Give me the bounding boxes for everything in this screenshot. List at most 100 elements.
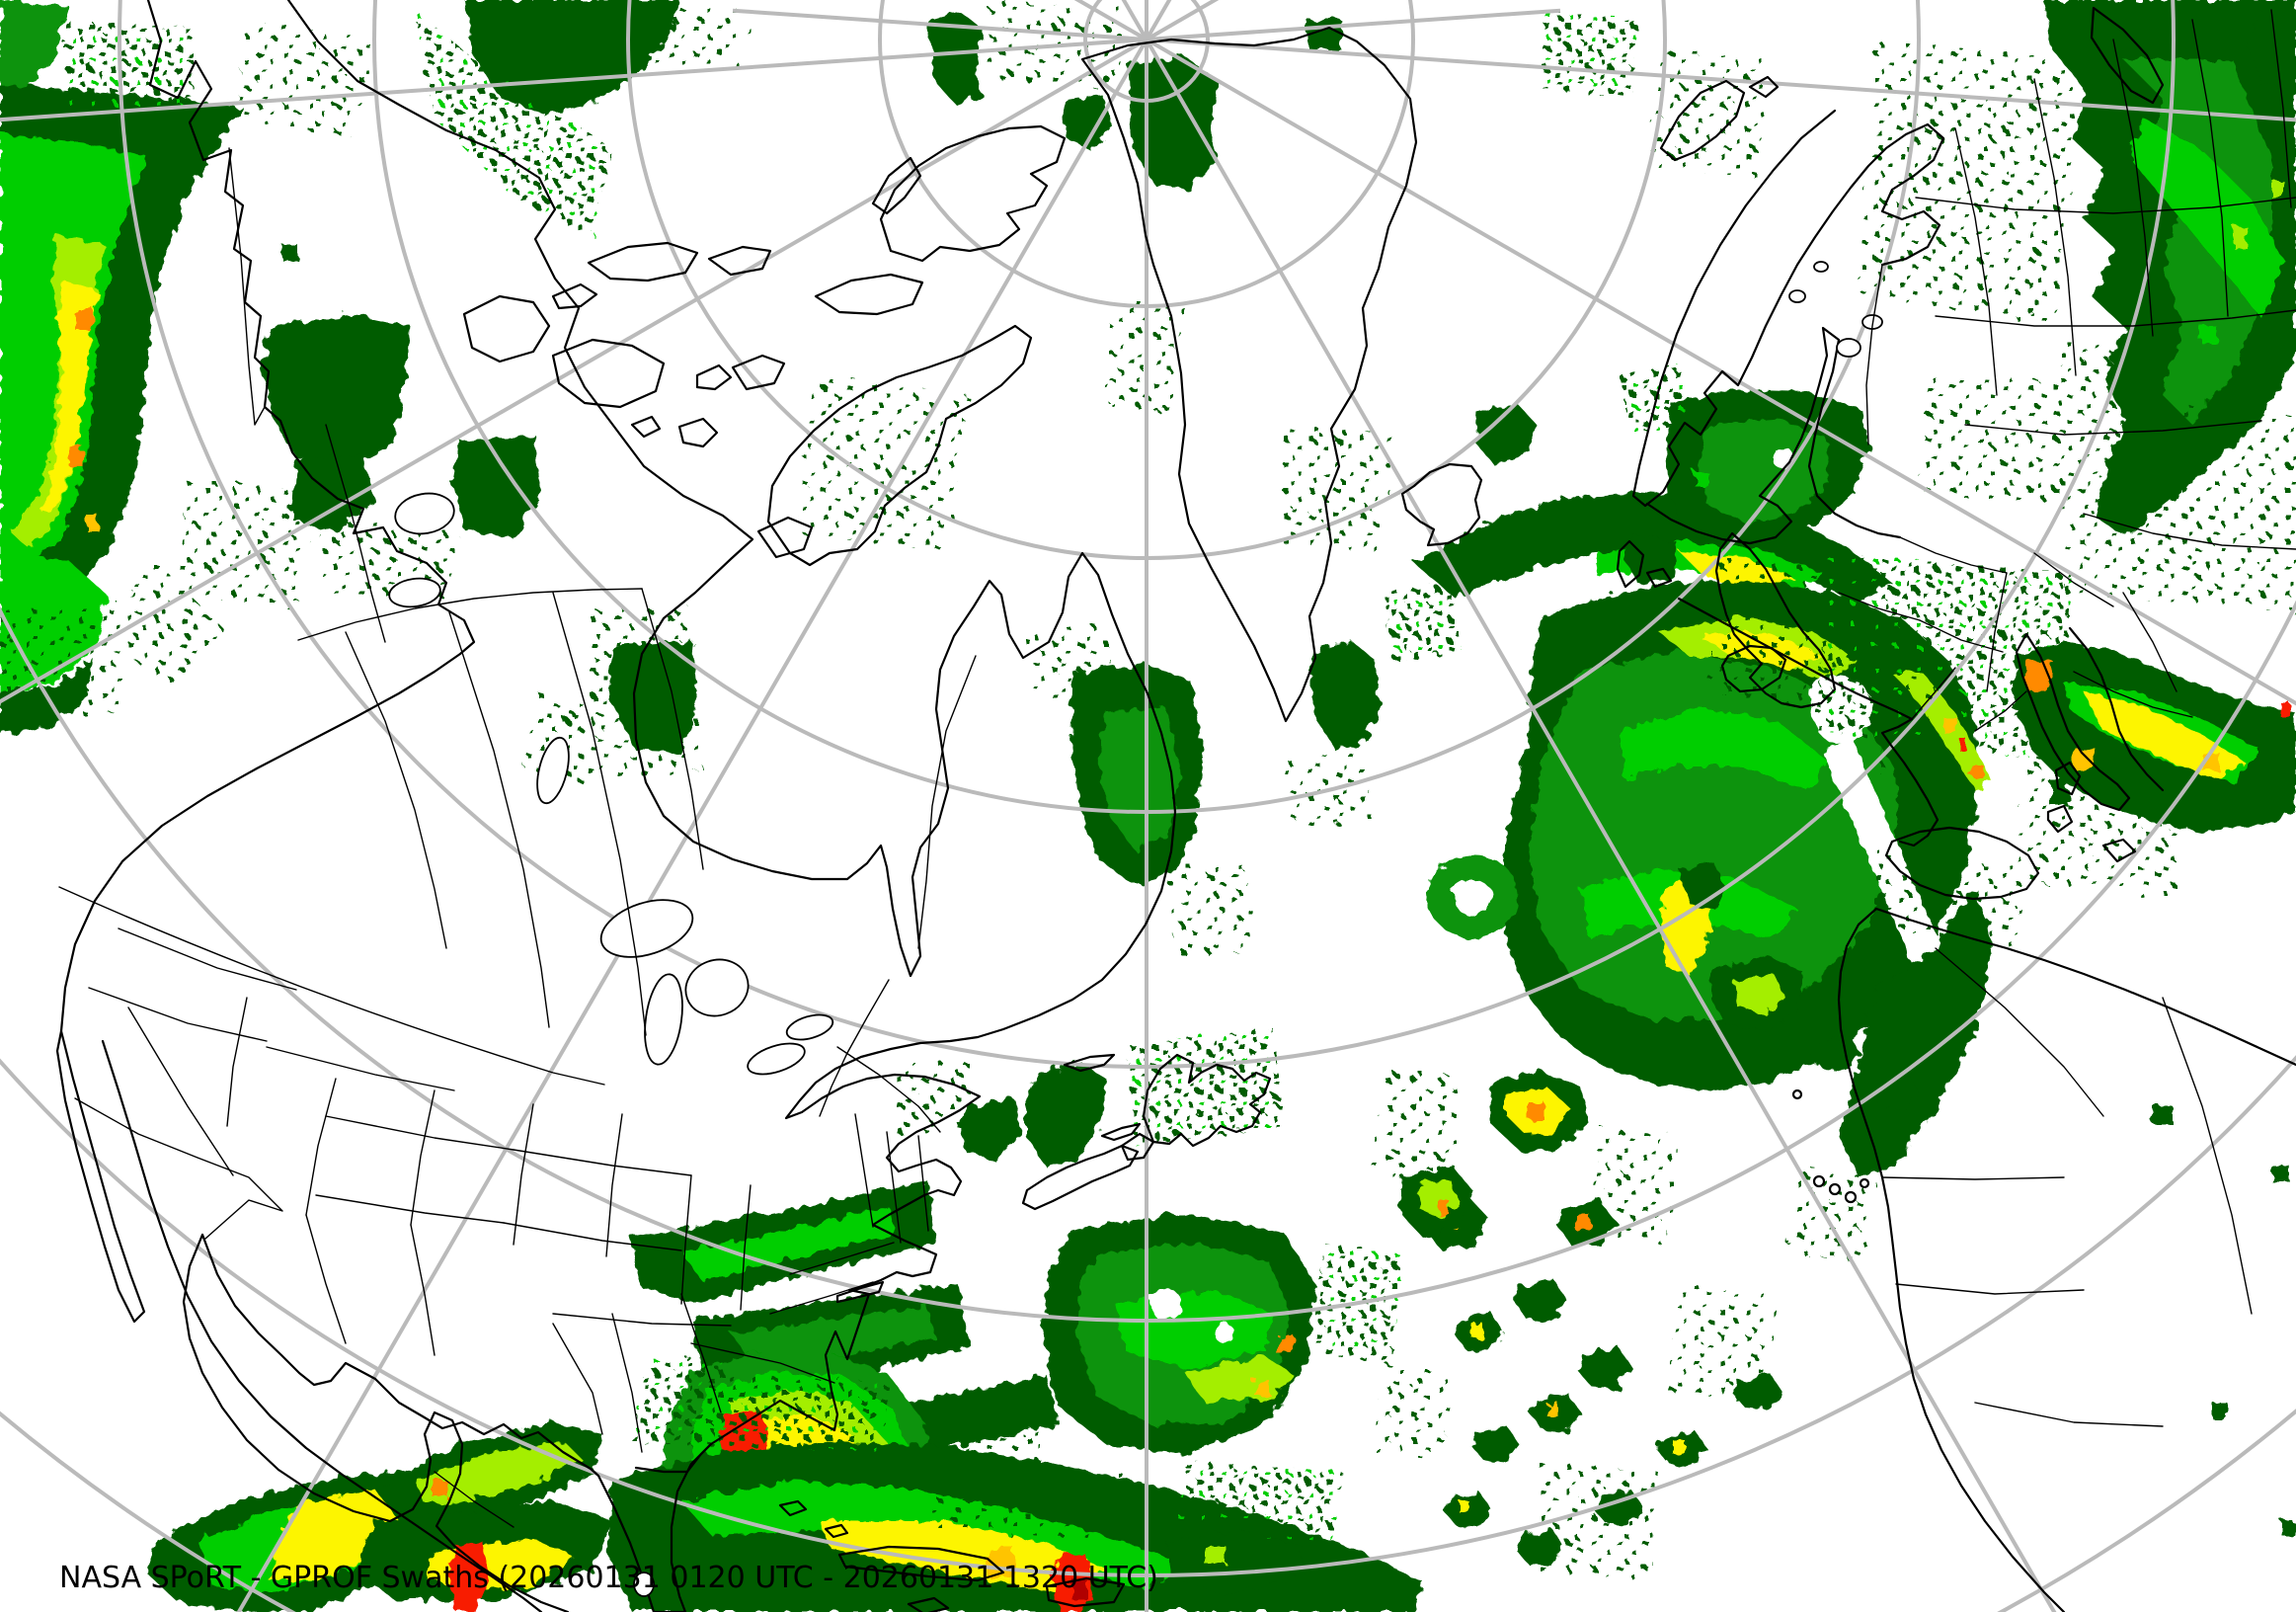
tropical-band xyxy=(146,1373,1424,1612)
coast-canary-2 xyxy=(1828,1182,1842,1196)
coast-jamaica xyxy=(907,1596,950,1612)
coast-svalbard-ne xyxy=(1748,75,1780,99)
border-state-rockies-2 xyxy=(410,1089,435,1226)
coast-pei xyxy=(1100,1122,1142,1142)
longitude-meridian xyxy=(0,8,1561,122)
labrador-swath xyxy=(1027,622,1254,958)
border-finland-russia xyxy=(1865,264,1883,445)
coast-sardinia xyxy=(2046,804,2074,834)
coast-devon xyxy=(814,273,924,316)
lake-superior xyxy=(599,899,694,958)
border-state-al-ga xyxy=(611,1313,643,1453)
border-state-nh-me xyxy=(886,1131,902,1244)
border-state-co-nm xyxy=(315,1194,505,1224)
border-state-me-nb xyxy=(917,1135,929,1232)
gulf-st-lawrence xyxy=(889,1027,1284,1168)
coast-madeira xyxy=(1791,1088,1803,1100)
lake-michigan xyxy=(644,973,683,1066)
coast-newfoundland xyxy=(1142,1053,1272,1148)
border-state-id-mt xyxy=(226,997,248,1127)
border-state-south-1 xyxy=(552,1323,603,1435)
coast-us-east xyxy=(634,1094,982,1474)
map-caption: NASA SPoRT - GPROF Swaths (20260131 0120… xyxy=(59,1561,1158,1595)
coast-ellesmere xyxy=(879,124,1067,263)
coast-anticosti xyxy=(1063,1053,1116,1073)
coast-africa-atlantic xyxy=(1837,907,2066,1612)
lake-ladoga xyxy=(1836,338,1861,358)
coast-small-island-1 xyxy=(630,415,662,439)
border-state-ny-pa xyxy=(789,1242,895,1275)
border-state-plains-2 xyxy=(605,1113,623,1257)
coast-denmark xyxy=(1616,539,1645,589)
border-germany-czech xyxy=(1919,619,2004,653)
coast-cape-breton xyxy=(1120,1132,1155,1162)
coast-corsica xyxy=(2054,761,2082,796)
coast-southampton xyxy=(756,516,814,559)
border-alberta-sask xyxy=(448,611,550,1028)
border-mauritania xyxy=(1895,1283,2085,1295)
coast-victoria-island xyxy=(551,338,666,409)
border-state-tx-1 xyxy=(305,1214,347,1344)
coast-baffin xyxy=(766,324,1033,567)
border-quebec-labrador xyxy=(917,655,977,949)
coast-axel-heiberg xyxy=(871,156,922,215)
coast-novaya-zemlya xyxy=(2090,6,2165,105)
coast-iceland xyxy=(1400,462,1483,547)
border-ukraine xyxy=(2083,513,2296,550)
border-state-rockies-1 xyxy=(305,1078,337,1216)
coast-norway xyxy=(1631,109,1945,508)
coast-banks-island xyxy=(462,294,551,363)
border-state-ca-nv xyxy=(127,1007,234,1176)
lake-huron xyxy=(684,958,750,1017)
france-spain-streak xyxy=(1876,668,1991,792)
coast-denmark-isles xyxy=(1645,567,1673,589)
coast-bathurst xyxy=(707,245,772,277)
border-alaska-canada xyxy=(228,147,266,426)
border-wsahara xyxy=(1881,1176,2065,1180)
longitude-meridian xyxy=(0,0,1220,704)
border-state-plains-h2 xyxy=(503,1222,682,1251)
border-state-tn xyxy=(552,1313,732,1327)
coast-italy xyxy=(2015,632,2131,812)
coast-canary-3 xyxy=(1844,1190,1858,1204)
coast-hispaniola xyxy=(1045,1576,1126,1608)
lake-ontario xyxy=(785,1013,834,1041)
border-us-mexico xyxy=(74,1097,283,1240)
europe-scatter xyxy=(1708,375,2296,948)
midatlantic-cells xyxy=(1373,780,2295,1580)
border-baltic-states xyxy=(1899,536,2008,574)
border-state-vt-nh xyxy=(854,1113,874,1228)
border-state-wa-or xyxy=(118,927,297,991)
border-france-germany xyxy=(1911,667,1956,720)
border-poland-east xyxy=(1986,572,2008,692)
lake-great-bear xyxy=(394,492,455,535)
border-state-ga-sc xyxy=(680,1293,722,1413)
border-nwt-60n xyxy=(297,588,643,641)
coast-africa-med xyxy=(1874,907,2296,1067)
lake-erie xyxy=(747,1042,806,1076)
border-sask-manitoba xyxy=(552,592,647,1036)
border-state-plains-h1 xyxy=(513,1149,692,1176)
border-state-or-ca xyxy=(88,987,268,1042)
coast-prince-patrick xyxy=(551,282,598,310)
admin-border-layer xyxy=(58,9,2296,1528)
coast-long-island xyxy=(835,1280,885,1304)
border-ontario-quebec xyxy=(819,979,890,1117)
border-state-wy-co xyxy=(325,1115,515,1151)
border-russia-h2 xyxy=(1935,309,2296,327)
lake-finland-2 xyxy=(1813,261,1829,273)
border-russia-h3 xyxy=(1964,420,2262,436)
border-state-nc xyxy=(690,1342,835,1384)
coast-melville xyxy=(587,241,699,282)
longitude-meridian xyxy=(1073,0,2296,706)
border-balkans-2 xyxy=(2122,592,2177,692)
border-us-canada-east xyxy=(836,1046,941,1133)
border-manitoba-ontario xyxy=(641,588,704,870)
border-russia-3 xyxy=(2112,39,2154,337)
border-state-pa-md xyxy=(769,1281,874,1315)
coast-mexico-west xyxy=(101,1039,543,1612)
border-algeria-libya xyxy=(2162,997,2253,1315)
